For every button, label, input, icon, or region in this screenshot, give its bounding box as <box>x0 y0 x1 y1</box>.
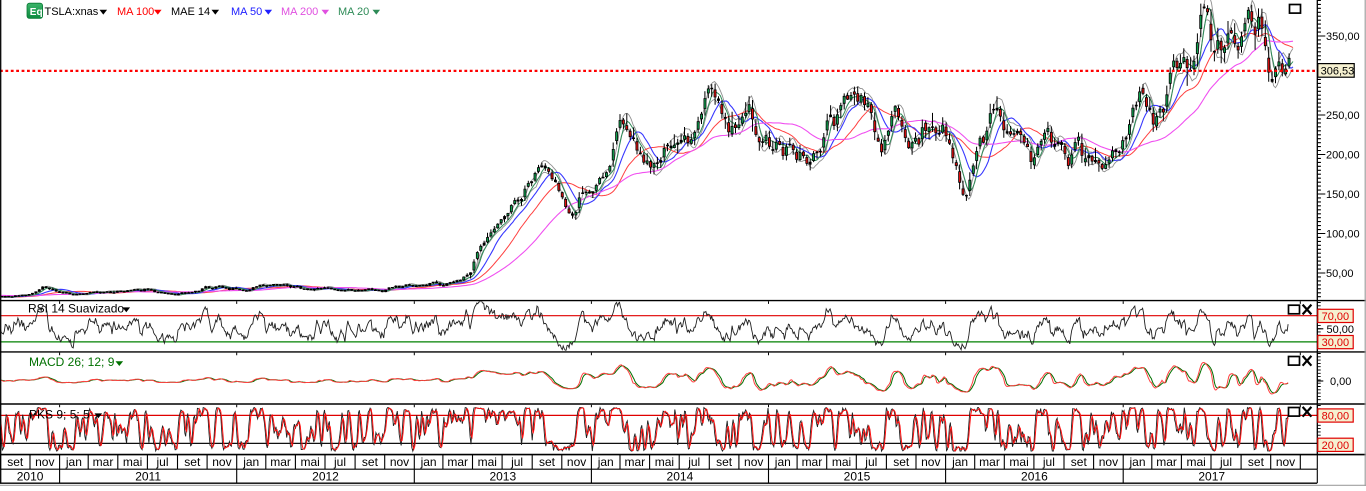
svg-text:mar: mar <box>802 455 823 469</box>
svg-text:MA 50: MA 50 <box>231 6 262 18</box>
svg-text:mai: mai <box>655 455 674 469</box>
svg-text:TSLA:xnas: TSLA:xnas <box>45 6 99 18</box>
svg-text:MA 100: MA 100 <box>117 6 154 18</box>
svg-text:set: set <box>1248 455 1265 469</box>
svg-text:2012: 2012 <box>312 470 339 484</box>
svg-text:100,00: 100,00 <box>1326 229 1360 241</box>
svg-text:nov: nov <box>212 455 231 469</box>
svg-text:nov: nov <box>567 455 586 469</box>
svg-text:jan: jan <box>951 455 968 469</box>
svg-text:mai: mai <box>478 455 497 469</box>
svg-text:nov: nov <box>744 455 763 469</box>
svg-text:20,00: 20,00 <box>1322 440 1350 452</box>
svg-text:jan: jan <box>242 455 259 469</box>
svg-text:2017: 2017 <box>1198 470 1225 484</box>
svg-text:set: set <box>362 455 379 469</box>
svg-text:nov: nov <box>1099 455 1118 469</box>
svg-text:set: set <box>1071 455 1088 469</box>
svg-text:80,00: 80,00 <box>1322 411 1350 423</box>
svg-text:jul: jul <box>1042 455 1055 469</box>
svg-text:set: set <box>7 455 24 469</box>
svg-text:MA 20: MA 20 <box>338 6 369 18</box>
svg-text:306,53: 306,53 <box>1321 65 1355 77</box>
svg-text:jul: jul <box>155 455 168 469</box>
svg-text:150,00: 150,00 <box>1326 189 1360 201</box>
svg-text:70,00: 70,00 <box>1322 311 1350 323</box>
svg-text:mar: mar <box>93 455 114 469</box>
svg-text:200,00: 200,00 <box>1326 150 1360 162</box>
svg-text:mar: mar <box>270 455 291 469</box>
svg-text:0,00: 0,00 <box>1330 376 1351 388</box>
svg-text:mar: mar <box>1156 455 1177 469</box>
svg-text:30,00: 30,00 <box>1322 337 1350 349</box>
svg-text:nov: nov <box>1276 455 1295 469</box>
svg-text:jan: jan <box>774 455 791 469</box>
svg-text:mar: mar <box>979 455 1000 469</box>
svg-text:MACD 26; 12; 9: MACD 26; 12; 9 <box>29 355 115 369</box>
svg-text:nov: nov <box>390 455 409 469</box>
svg-text:jan: jan <box>420 455 437 469</box>
svg-text:jan: jan <box>65 455 82 469</box>
svg-text:2013: 2013 <box>489 470 516 484</box>
svg-text:mai: mai <box>832 455 851 469</box>
svg-text:2010: 2010 <box>17 470 44 484</box>
svg-text:jul: jul <box>1219 455 1232 469</box>
svg-text:jul: jul <box>333 455 346 469</box>
svg-text:350,00: 350,00 <box>1326 31 1360 43</box>
svg-text:jan: jan <box>597 455 614 469</box>
svg-text:jul: jul <box>687 455 700 469</box>
svg-text:PKS 9; 5; 5: PKS 9; 5; 5 <box>29 407 90 421</box>
svg-text:mai: mai <box>1187 455 1206 469</box>
svg-text:50,00: 50,00 <box>1326 268 1354 280</box>
svg-text:mar: mar <box>447 455 468 469</box>
svg-text:set: set <box>539 455 556 469</box>
svg-text:mai: mai <box>301 455 320 469</box>
svg-text:set: set <box>184 455 201 469</box>
svg-text:50,00: 50,00 <box>1327 324 1355 336</box>
svg-text:mai: mai <box>1009 455 1028 469</box>
svg-text:2015: 2015 <box>844 470 871 484</box>
svg-text:jan: jan <box>1128 455 1145 469</box>
svg-text:nov: nov <box>921 455 940 469</box>
svg-text:set: set <box>893 455 910 469</box>
svg-text:set: set <box>716 455 733 469</box>
svg-text:mai: mai <box>123 455 142 469</box>
svg-text:250,00: 250,00 <box>1326 110 1360 122</box>
svg-text:MAE 14: MAE 14 <box>171 6 210 18</box>
svg-text:jul: jul <box>864 455 877 469</box>
svg-text:2016: 2016 <box>1021 470 1048 484</box>
svg-text:Eq: Eq <box>30 7 43 18</box>
svg-text:RSI 14 Suavizado: RSI 14 Suavizado <box>28 301 124 315</box>
svg-text:2014: 2014 <box>667 470 694 484</box>
svg-text:MA 200: MA 200 <box>281 6 318 18</box>
svg-text:2011: 2011 <box>135 470 161 484</box>
svg-text:jul: jul <box>510 455 523 469</box>
svg-text:mar: mar <box>624 455 645 469</box>
svg-text:nov: nov <box>35 455 54 469</box>
